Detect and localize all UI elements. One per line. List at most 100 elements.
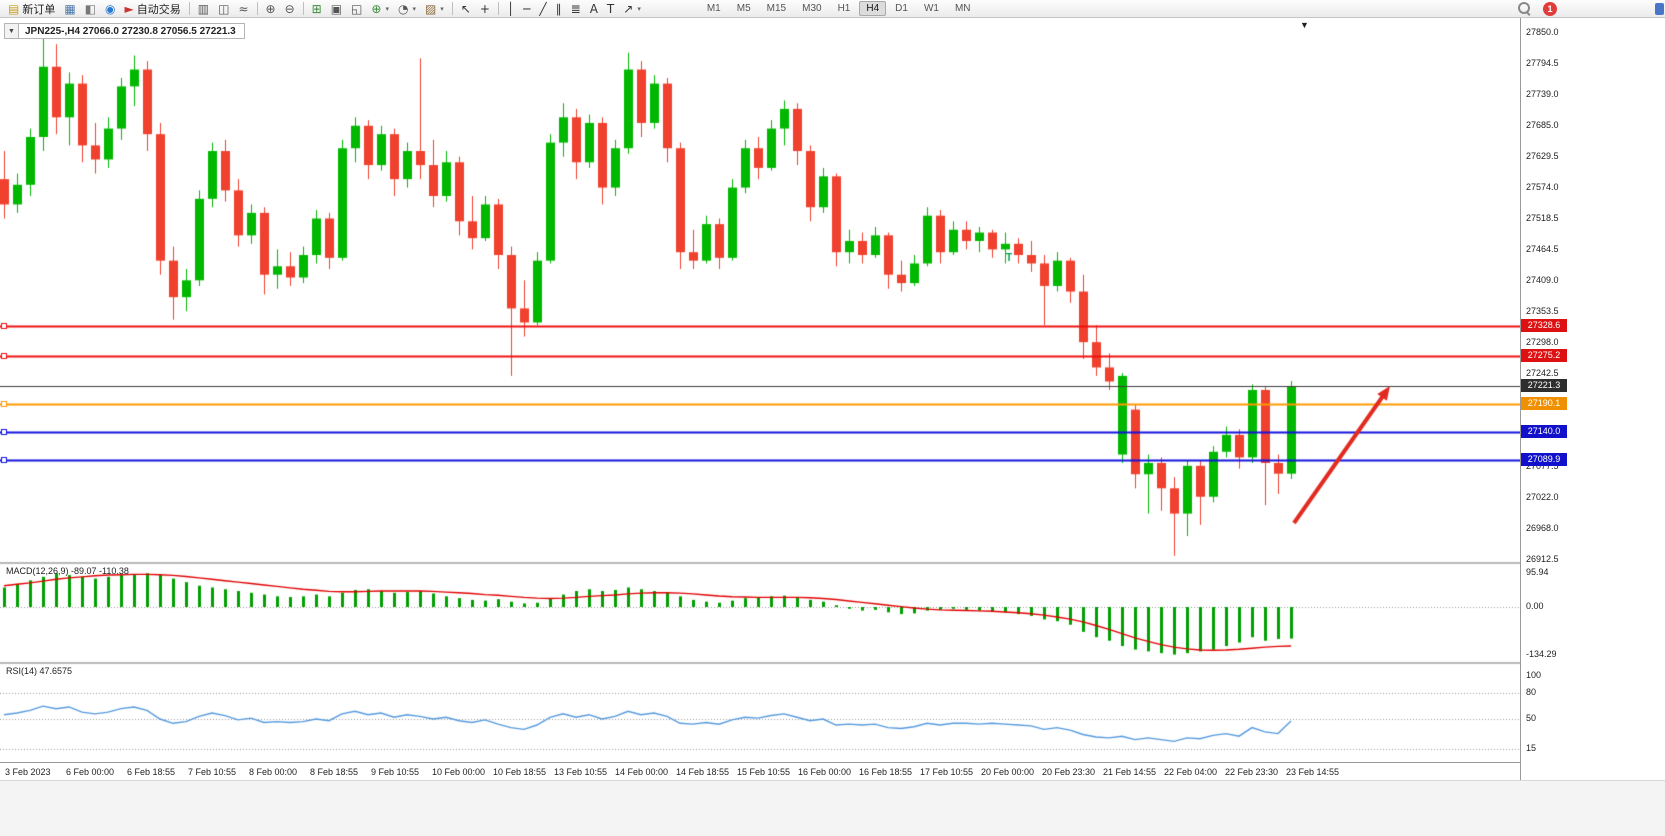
auto-trading-icon: ►	[124, 1, 134, 16]
time-axis-label: 15 Feb 10:55	[737, 767, 791, 777]
timeframe-button-m30[interactable]: M30	[802, 3, 822, 14]
timeframe-button-m1[interactable]: M1	[706, 3, 721, 14]
chart-workspace: ▼ JPN225-,H4 27066.0 27230.8 27056.5 272…	[0, 18, 1665, 836]
cascade-windows-icon: ◱	[351, 1, 363, 16]
channel-tool-button[interactable]: ∥	[552, 1, 566, 17]
price-level-badge: 27089.9	[1521, 453, 1567, 467]
timeframe-button-h1[interactable]: H1	[837, 3, 851, 14]
toolbar-buttons: ▤ 新订单 ▦ ◧ ◉ ► 自动交易 ▥ ◫ ≈ ⊕ ⊖ ⊞ ▣ ◱ ⊕ ▾ ◔ ▾ ▨ ▾ ↖ + │ ─ ╱ ∥ ≣ A T ↗ ▾	[4, 0, 645, 17]
time-axis-label: 23 Feb 14:55	[1286, 767, 1340, 777]
new-order-icon: ▤	[8, 1, 20, 16]
chart-candles-button[interactable]: ◫	[214, 1, 233, 17]
periods-button-dropdown-icon[interactable]: ▾	[412, 5, 416, 13]
zoom-in-button[interactable]: ⊕	[262, 1, 280, 17]
macd-label: MACD(12,26,9) -89.07 -110.38	[6, 566, 129, 576]
time-axis-label: 21 Feb 14:55	[1103, 767, 1157, 777]
shapes-tool-button[interactable]: ↗ ▾	[619, 1, 645, 17]
rsi-scale-label: 50	[1526, 713, 1537, 723]
indicators-button[interactable]: ⊕ ▾	[367, 1, 393, 17]
chart-window-icon[interactable]: ▦	[60, 1, 79, 17]
macd-scale-label: -134.29	[1526, 648, 1557, 659]
macd-scale-label: 0.00	[1526, 601, 1544, 611]
price-axis-label: 27794.5	[1526, 58, 1559, 69]
chart-line-button[interactable]: ≈	[234, 1, 252, 17]
timeframe-button-h4[interactable]: H4	[859, 1, 887, 16]
time-axis-label: 10 Feb 18:55	[493, 767, 547, 777]
fibonacci-tool-icon: ≣	[570, 1, 581, 16]
chart-candles-icon: ◫	[218, 1, 230, 16]
arrange-windows-button[interactable]: ▣	[327, 1, 346, 17]
templates-button[interactable]: ▨ ▾	[421, 1, 448, 17]
cascade-windows-button[interactable]: ◱	[347, 1, 366, 17]
time-axis-label: 14 Feb 00:00	[615, 767, 669, 777]
data-window-icon[interactable]: ◉	[101, 1, 119, 17]
chart-bars-button[interactable]: ▥	[194, 1, 213, 17]
price-axis-label: 27685.0	[1526, 119, 1559, 130]
price-axis-label: 26912.5	[1526, 553, 1559, 564]
price-level-badge: 27221.3	[1521, 379, 1567, 393]
timeframe-button-m15[interactable]: M15	[766, 3, 787, 14]
toolbar-right: 1	[1518, 1, 1557, 16]
rsi-scale-label: 100	[1526, 670, 1542, 680]
toolbar: ▤ 新订单 ▦ ◧ ◉ ► 自动交易 ▥ ◫ ≈ ⊕ ⊖ ⊞ ▣ ◱ ⊕ ▾ ◔ ▾ ▨ ▾ ↖ + │ ─ ╱ ∥ ≣ A T ↗ ▾ M1…	[0, 0, 1665, 18]
periods-icon: ◔	[397, 1, 409, 16]
shapes-tool-button-dropdown-icon[interactable]: ▾	[637, 5, 641, 13]
crosshair-tool-icon: +	[479, 1, 490, 16]
price-level-badge: 27190.1	[1521, 396, 1567, 410]
zoom-out-button[interactable]: ⊖	[281, 1, 299, 17]
price-axis-label: 27298.0	[1526, 337, 1559, 348]
time-axis[interactable]: 3 Feb 2023 6 Feb 00:00 6 Feb 18:55 7 Feb 10…	[0, 762, 1520, 780]
auto-trading-button-label: 自动交易	[136, 3, 181, 16]
label-tool-icon: T	[606, 1, 615, 16]
vertical-line-tool-button[interactable]: │	[503, 1, 518, 17]
toolbar-separator	[302, 2, 304, 15]
fibonacci-tool-button[interactable]: ≣	[567, 1, 585, 17]
timeframe-button-m5[interactable]: M5	[736, 3, 751, 14]
timeframe-button-w1[interactable]: W1	[923, 3, 939, 14]
macd-scale-label: 95.94	[1526, 566, 1549, 577]
periods-button[interactable]: ◔ ▾	[394, 1, 420, 17]
time-axis-label: 8 Feb 00:00	[249, 767, 298, 777]
timeframe-button-mn[interactable]: MN	[954, 3, 971, 14]
toolbar-separator	[451, 2, 453, 15]
channel-tool-icon: ∥	[555, 1, 562, 16]
chart-title-box: ▼ JPN225-,H4 27066.0 27230.8 27056.5 272…	[4, 23, 245, 39]
vertical-line-tool-icon: │	[506, 1, 515, 16]
time-axis-label: 20 Feb 23:30	[1042, 767, 1096, 777]
notification-badge[interactable]: 1	[1543, 1, 1557, 16]
templates-button-dropdown-icon[interactable]: ▾	[440, 5, 444, 13]
new-order-button[interactable]: ▤ 新订单	[4, 1, 59, 17]
text-tool-button[interactable]: A	[586, 1, 602, 17]
price-axis-label: 27629.5	[1526, 150, 1559, 161]
time-axis-label: 20 Feb 00:00	[981, 767, 1035, 777]
chart-window-icon-icon: ▦	[64, 1, 76, 16]
auto-trading-button[interactable]: ► 自动交易	[121, 1, 185, 17]
time-axis-label: 16 Feb 18:55	[859, 767, 913, 777]
text-tool-icon: A	[589, 1, 598, 16]
time-axis-label: 10 Feb 00:00	[432, 767, 486, 777]
search-icon[interactable]	[1518, 2, 1531, 15]
price-axis[interactable]: 27850.0 27794.5 27739.0 27685.0 27629.5 27574…	[1520, 18, 1665, 780]
cursor-tool-icon: ↖	[460, 1, 471, 16]
cursor-tool-button[interactable]: ↖	[457, 1, 475, 17]
price-axis-label: 27409.0	[1526, 274, 1559, 285]
timeframe-button-d1[interactable]: D1	[895, 3, 908, 14]
trendline-tool-button[interactable]: ╱	[535, 1, 550, 17]
time-axis-label: 17 Feb 10:55	[920, 767, 974, 777]
symbol-dropdown-icon[interactable]: ▼	[5, 24, 19, 38]
crosshair-tool-button[interactable]: +	[476, 1, 494, 17]
indicators-button-dropdown-icon[interactable]: ▾	[385, 5, 389, 13]
price-axis-label: 27464.5	[1526, 243, 1559, 254]
toolbar-separator	[188, 2, 190, 15]
user-icon[interactable]	[1655, 3, 1664, 15]
time-axis-label: 22 Feb 04:00	[1164, 767, 1218, 777]
label-tool-button[interactable]: T	[603, 1, 618, 17]
price-axis-label: 27353.5	[1526, 306, 1559, 317]
chart-shift-marker-icon[interactable]: ▼	[1300, 20, 1309, 30]
tile-windows-button[interactable]: ⊞	[308, 1, 326, 17]
market-watch-icon[interactable]: ◧	[81, 1, 100, 17]
horizontal-line-tool-button[interactable]: ─	[519, 1, 534, 17]
price-chart-canvas[interactable]	[0, 18, 1520, 762]
arrange-windows-icon: ▣	[330, 1, 343, 16]
shapes-tool-icon: ↗	[623, 1, 634, 16]
